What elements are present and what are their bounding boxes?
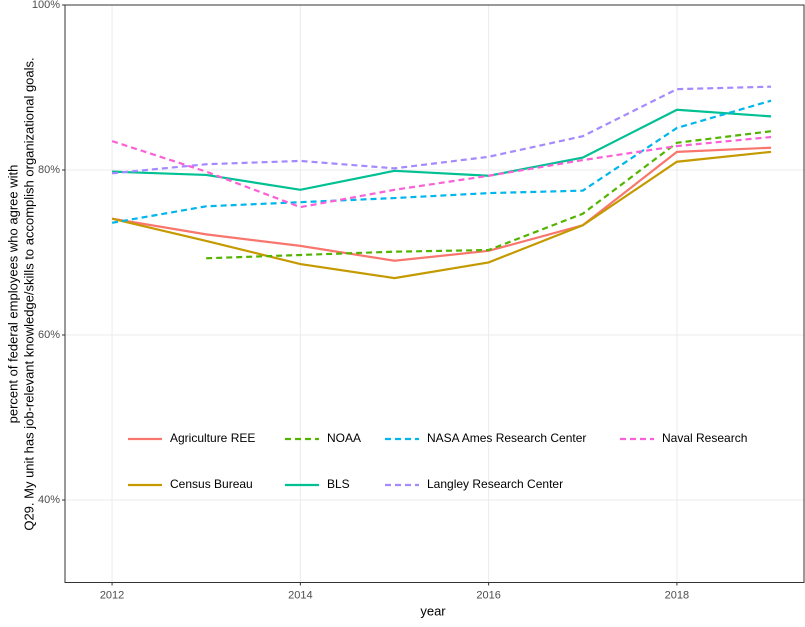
- y-axis-title: percent of federal employees who agree w…: [5, 165, 20, 424]
- x-tick-label: 2014: [288, 589, 312, 601]
- y-tick-label: 60%: [38, 329, 60, 341]
- series-line: [206, 130, 772, 260]
- series-line: [111, 150, 772, 280]
- legend-label: Langley Research Center: [427, 477, 563, 491]
- x-tick-label: 2018: [665, 589, 689, 601]
- series-line: [111, 85, 772, 175]
- legend-label: Agriculture REE: [170, 431, 255, 445]
- legend-label: NASA Ames Research Center: [427, 431, 586, 445]
- legend-label: Naval Research: [662, 431, 747, 445]
- legend-label: Census Bureau: [170, 477, 253, 491]
- y-tick-label: 40%: [38, 494, 60, 506]
- legend-label: NOAA: [327, 431, 361, 445]
- y-tick-label: 80%: [38, 164, 60, 176]
- y-axis-title: Q29. My unit has job-relevant knowledge/…: [21, 57, 36, 530]
- x-tick-label: 2016: [476, 589, 500, 601]
- series-line: [111, 135, 772, 209]
- x-tick-label: 2012: [100, 589, 124, 601]
- series-line: [111, 146, 772, 262]
- series-line: [111, 99, 772, 224]
- legend-label: BLS: [327, 477, 350, 491]
- y-tick-label: 100%: [32, 0, 60, 11]
- panel-border: [64, 4, 805, 583]
- x-axis-title: year: [420, 603, 446, 618]
